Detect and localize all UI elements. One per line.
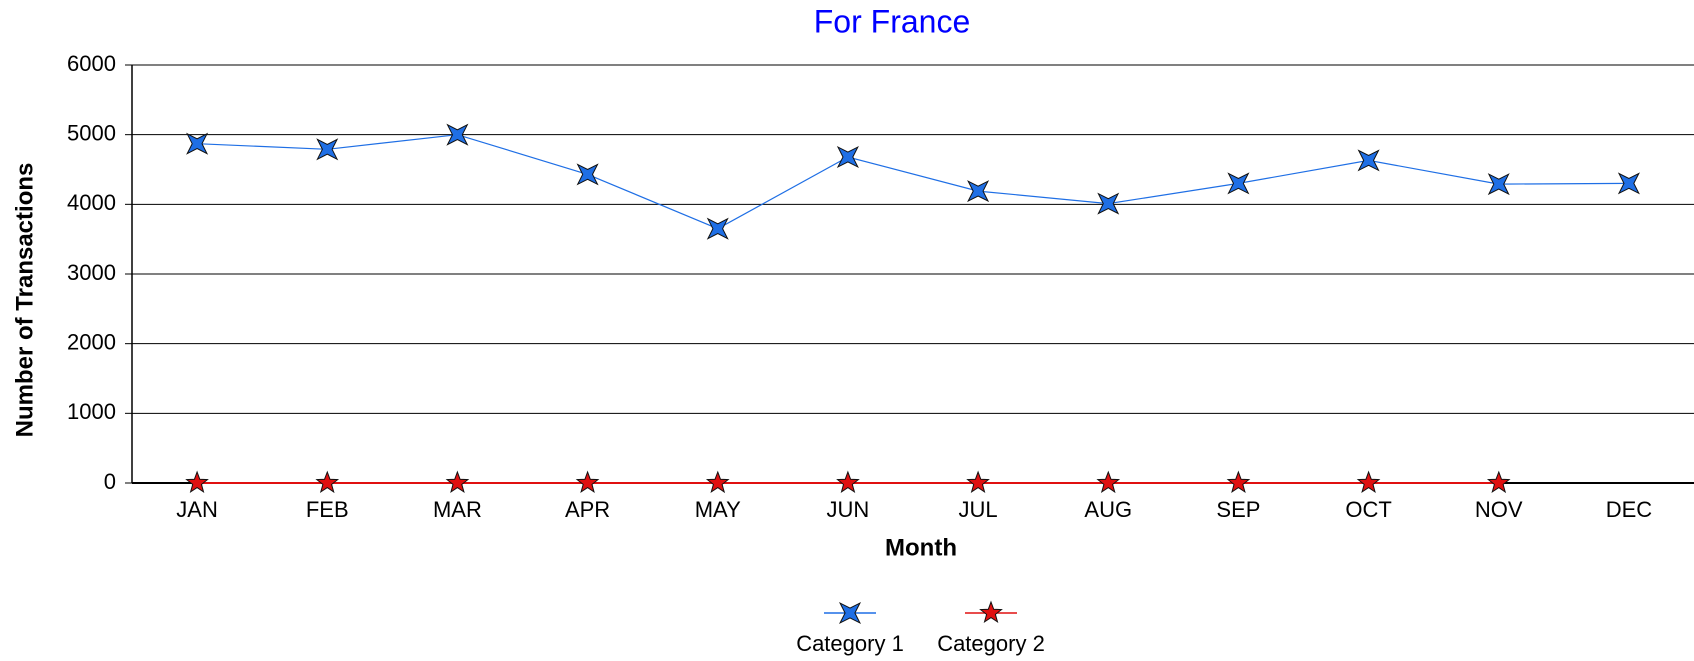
legend-label: Category 1 xyxy=(796,631,904,656)
chart-title: For France xyxy=(814,3,970,39)
x-tick-label: FEB xyxy=(306,497,349,522)
marker xyxy=(1357,149,1380,172)
y-tick-label: 6000 xyxy=(67,51,116,76)
marker xyxy=(966,470,990,494)
x-tick-label: JAN xyxy=(176,497,218,522)
marker xyxy=(315,470,340,494)
legend-marker xyxy=(838,601,862,625)
x-tick-label: MAY xyxy=(695,497,741,522)
legend-label: Category 2 xyxy=(937,631,1045,656)
x-tick-label: NOV xyxy=(1475,497,1523,522)
marker xyxy=(706,217,729,240)
marker xyxy=(1096,470,1121,494)
marker xyxy=(185,470,209,494)
marker xyxy=(1487,173,1510,196)
marker xyxy=(1097,192,1120,215)
marker xyxy=(445,470,470,494)
marker xyxy=(1226,470,1251,494)
y-axis-title: Number of Transactions xyxy=(11,163,38,438)
marker xyxy=(836,145,859,169)
marker xyxy=(836,470,860,494)
marker xyxy=(316,138,339,161)
marker xyxy=(576,163,599,186)
marker xyxy=(1617,172,1640,195)
marker xyxy=(1356,470,1381,494)
x-tick-label: APR xyxy=(565,497,610,522)
y-tick-label: 2000 xyxy=(67,329,116,354)
x-tick-label: MAR xyxy=(433,497,482,522)
y-tick-label: 1000 xyxy=(67,399,116,424)
marker xyxy=(1227,172,1250,195)
x-tick-label: JUN xyxy=(827,497,870,522)
x-tick-label: AUG xyxy=(1084,497,1132,522)
marker xyxy=(575,470,600,494)
x-tick-label: DEC xyxy=(1606,497,1653,522)
marker xyxy=(705,470,730,494)
x-tick-label: SEP xyxy=(1216,497,1260,522)
marker xyxy=(967,180,990,203)
y-tick-label: 5000 xyxy=(67,120,116,145)
x-tick-label: JUL xyxy=(959,497,998,522)
x-axis-title: Month xyxy=(885,534,957,561)
y-tick-label: 0 xyxy=(104,469,116,494)
marker xyxy=(446,123,469,146)
legend-marker xyxy=(979,600,1003,624)
y-tick-label: 4000 xyxy=(67,190,116,215)
x-tick-label: OCT xyxy=(1345,497,1391,522)
marker xyxy=(186,132,209,155)
y-tick-label: 3000 xyxy=(67,260,116,285)
series-line xyxy=(197,134,1629,230)
marker xyxy=(1486,470,1511,494)
